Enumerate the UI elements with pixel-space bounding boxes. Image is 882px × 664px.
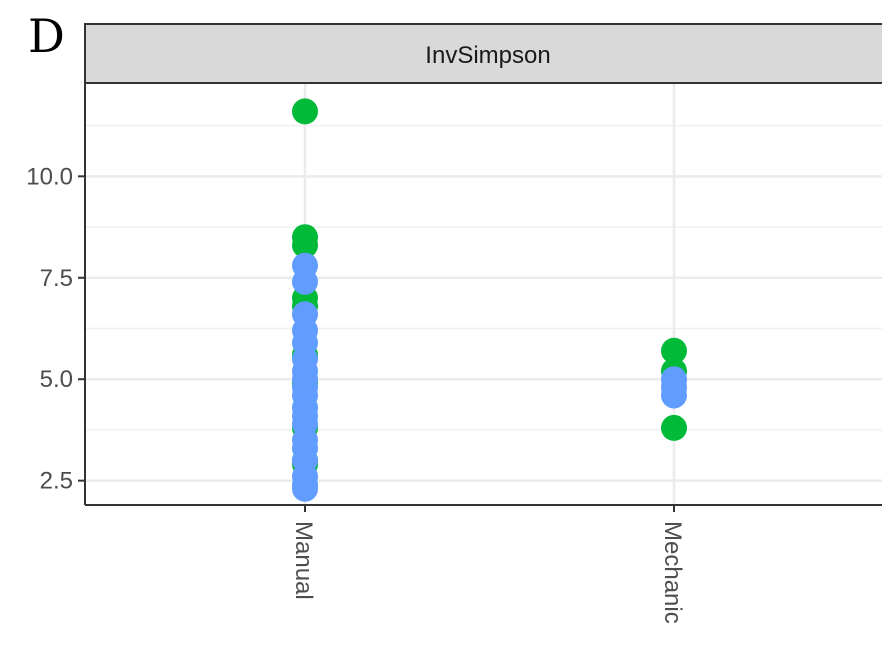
data-point	[292, 475, 318, 502]
facet-title: InvSimpson	[425, 42, 550, 69]
data-point	[292, 268, 318, 295]
data-point	[661, 337, 687, 364]
y-tick-label: 5.0	[40, 366, 73, 393]
facet-strip	[84, 23, 882, 84]
y-tick-label: 7.5	[40, 265, 73, 292]
y-tick-label: 10.0	[26, 163, 73, 190]
axis-ticks: 2.5 5.0 7.5 10.0 Manual Mechanic	[26, 163, 686, 623]
data-point	[661, 414, 687, 441]
data-point	[292, 98, 318, 125]
data-points	[292, 98, 687, 502]
x-tick-label: Mechanic	[659, 521, 686, 624]
data-point	[661, 382, 687, 409]
y-tick-label: 2.5	[40, 468, 73, 495]
data-point	[292, 232, 318, 259]
x-tick-label: Manual	[290, 521, 317, 600]
panel-label: D	[28, 9, 65, 63]
plot-panel	[85, 83, 882, 505]
